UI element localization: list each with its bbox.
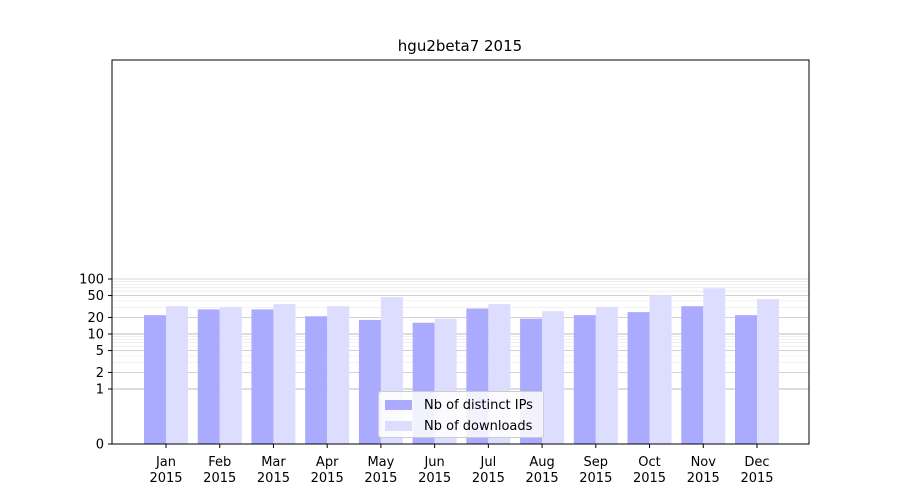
bar-distinct-ips-5 [358,319,381,444]
legend-label-distinct-ips: Nb of distinct IPs [424,397,533,413]
bars [144,288,779,444]
bar-distinct-ips-2 [197,309,220,444]
bar-distinct-ips-9 [573,315,596,444]
bar-distinct-ips-10 [627,312,650,444]
y-tick-label: 20 [87,311,104,326]
x-tick-label: Dec 2015 [740,455,773,486]
y-tick-label: 10 [87,328,104,343]
legend-item-distinct-ips: Nb of distinct IPs [385,396,533,414]
bar-distinct-ips-4 [305,316,328,444]
plot-frame [111,59,810,445]
bar-distinct-ips-3 [251,309,274,444]
legend: Nb of distinct IPs Nb of downloads [378,391,544,438]
y-tick-label: 100 [79,273,104,288]
bar-distinct-ips-1 [144,315,166,444]
bar-distinct-ips-12 [735,315,757,444]
bar-downloads-12 [757,299,779,444]
chart-title: hgu2beta7 2015 [398,37,522,55]
bar-downloads-8 [542,311,565,444]
y-tick-label: 0 [96,438,104,453]
x-tick-label: Nov 2015 [687,455,720,486]
x-tick-label: Apr 2015 [311,455,344,486]
bar-downloads-2 [219,306,242,444]
y-tick-label: 50 [87,289,104,304]
x-tick-label: Sep 2015 [579,455,612,486]
x-tick-label: Aug 2015 [526,455,559,486]
y-tick-label: 5 [96,344,104,359]
x-tick-label: Oct 2015 [633,455,666,486]
x-tick-label: Jul 2015 [472,455,505,486]
y-tick-label: 2 [96,366,104,381]
legend-swatch-distinct-ips [385,400,412,410]
x-tick-label: Mar 2015 [257,455,290,486]
bar-downloads-4 [327,306,350,444]
x-tick-label: Feb 2015 [203,455,236,486]
x-tick-label: Jan 2015 [149,455,182,486]
legend-label-downloads: Nb of downloads [424,418,533,434]
x-tick-label: May 2015 [364,455,397,486]
bar-distinct-ips-11 [681,306,704,444]
bar-downloads-10 [649,295,672,444]
bar-downloads-1 [166,306,188,444]
y-tick-label: 1 [96,383,104,398]
legend-swatch-downloads [385,421,412,431]
bar-downloads-3 [273,304,296,444]
legend-item-downloads: Nb of downloads [385,417,532,435]
bar-downloads-9 [595,306,618,444]
bar-downloads-11 [703,288,726,444]
x-tick-label: Jun 2015 [418,455,451,486]
x-axis-ticks: Jan 2015 Feb 2015 Mar 2015 Apr 2015 May 2015 Jun 20… [149,444,774,486]
